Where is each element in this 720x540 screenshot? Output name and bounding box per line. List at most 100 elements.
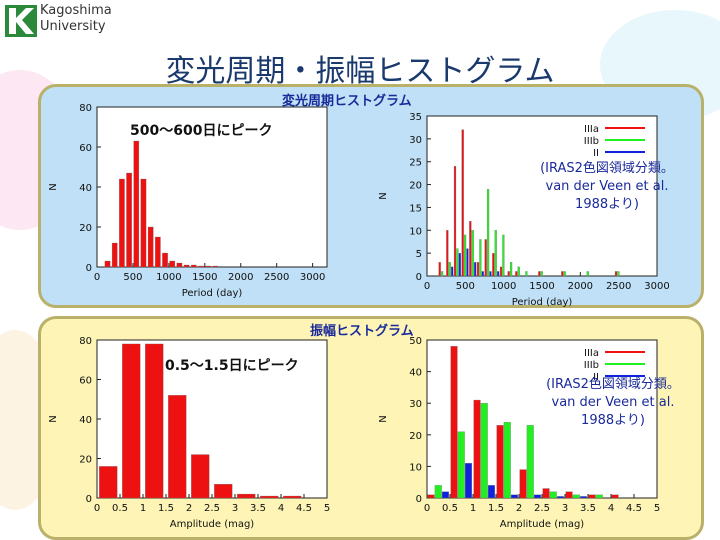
bar-iiib [479, 239, 482, 277]
x-axis-label: Amplitude (mag) [500, 519, 585, 530]
bar-iiia [473, 399, 481, 499]
y-tick-label: 40 [409, 368, 422, 379]
period-source-note: (IRAS2色図領域分類。 van der Veen et al. 1988より… [512, 160, 702, 214]
x-axis-label: Amplitude (mag) [170, 519, 255, 530]
x-tick-label: 0.5 [442, 503, 458, 514]
bar-ii [487, 485, 495, 499]
bar-ii [533, 494, 541, 499]
bar-iiia [499, 266, 503, 277]
bar-iiib [540, 271, 543, 277]
bar-all [99, 466, 118, 499]
bar-all [237, 493, 256, 499]
x-tick-label: 1 [470, 503, 476, 514]
bar-all [140, 178, 147, 268]
y-tick-label: 0 [416, 494, 422, 505]
bar-iiia [476, 262, 480, 277]
bar-iiib [503, 422, 511, 499]
bar-ii [466, 248, 469, 277]
bar-iiia [611, 494, 619, 499]
y-tick-label: 35 [409, 112, 422, 123]
legend-label: IIIb [584, 360, 599, 371]
x-tick-label: 4 [278, 503, 284, 514]
y-tick-label: 80 [79, 336, 92, 347]
note-line: (IRAS2色図領域分類。 [540, 161, 674, 176]
bar-all [260, 495, 279, 499]
bar-ii [556, 496, 564, 499]
bar-all [205, 265, 211, 268]
period-panel-title: 変光周期ヒストグラム [282, 94, 412, 109]
bar-all [104, 260, 111, 268]
y-tick-label: 60 [79, 143, 92, 154]
bar-iiib [486, 188, 490, 277]
bar-ii [497, 271, 500, 277]
bar-iiia [496, 425, 504, 499]
bar-iiib [480, 403, 488, 499]
y-tick-label: 40 [79, 415, 92, 426]
bar-all [126, 172, 132, 268]
bar-iiia [614, 271, 618, 277]
bar-ii [481, 271, 484, 277]
y-tick-label: 30 [409, 399, 422, 410]
university-name: Kagoshima University [40, 3, 112, 35]
bar-iiia [484, 239, 487, 277]
university-name-line1: Kagoshima [40, 3, 112, 18]
bar-ii [510, 494, 518, 499]
bar-ii [441, 491, 449, 499]
x-tick-label: 3 [562, 503, 568, 514]
y-tick-label: 30 [409, 135, 422, 146]
bar-iiia [469, 220, 472, 277]
x-tick-label: 0.5 [112, 503, 128, 514]
bar-iiia [519, 469, 527, 499]
x-tick-label: 2 [516, 503, 522, 514]
bar-ii [579, 496, 587, 499]
bar-iiia [453, 166, 457, 277]
bar-all [191, 454, 210, 499]
legend-label: IIIa [584, 348, 599, 359]
bar-all [119, 178, 125, 268]
x-tick-label: 500 [123, 272, 142, 283]
bar-iiib [526, 425, 534, 499]
kagoshima-logo-icon [5, 5, 37, 37]
bar-iiib [456, 248, 459, 277]
y-tick-label: 0 [86, 263, 92, 274]
bar-all [162, 252, 168, 268]
bar-all [168, 395, 187, 499]
bar-iiib [595, 494, 603, 499]
bar-iiia [515, 271, 518, 277]
y-tick-label: 0 [86, 494, 92, 505]
x-tick-label: 3000 [644, 281, 669, 292]
y-tick-label: 10 [409, 462, 422, 473]
amplitude-histogram-all: 0 0.5 1 1.5 2 2.5 3 3.5 4 4.5 5 0 20 40 60 80 Amplitude … [48, 336, 330, 530]
bar-iiia [507, 271, 510, 277]
legend-label: IIIa [584, 124, 599, 135]
y-tick-label: 60 [79, 376, 92, 387]
x-tick-label: 3.5 [580, 503, 596, 514]
y-axis-label: N [48, 415, 59, 422]
bar-iiia [492, 252, 495, 277]
x-tick-label: 2500 [606, 281, 631, 292]
bar-iiib [509, 262, 513, 277]
bar-all [145, 343, 164, 499]
x-tick-label: 1.5 [158, 503, 174, 514]
bar-ii [451, 266, 454, 277]
period-histogram-all: 0 500 1000 1500 2000 2500 3000 0 20 40 60 80 Period … [48, 103, 328, 299]
bar-iiia [450, 346, 458, 499]
bar-iiib [457, 431, 465, 499]
bar-all [283, 495, 302, 499]
bar-iiia [438, 262, 441, 277]
x-tick-label: 1500 [192, 272, 217, 283]
bar-iiib [549, 491, 557, 499]
bar-iiia [446, 230, 449, 277]
bar-ii [458, 252, 461, 277]
bar-iiib [563, 271, 566, 277]
amplitude-panel-title: 振幅ヒストグラム [310, 324, 414, 339]
x-tick-label: 0 [94, 503, 100, 514]
x-tick-label: 1500 [529, 281, 554, 292]
x-tick-label: 0 [424, 281, 430, 292]
amplitude-peak-label: 0.5～1.5日にピーク [165, 358, 299, 374]
y-tick-label: 20 [79, 223, 92, 234]
note-line: 1988より) [575, 197, 639, 212]
x-tick-label: 1 [140, 503, 146, 514]
note-line: van der Veen et al. [551, 395, 675, 410]
x-axis-label: Period (day) [182, 288, 243, 299]
